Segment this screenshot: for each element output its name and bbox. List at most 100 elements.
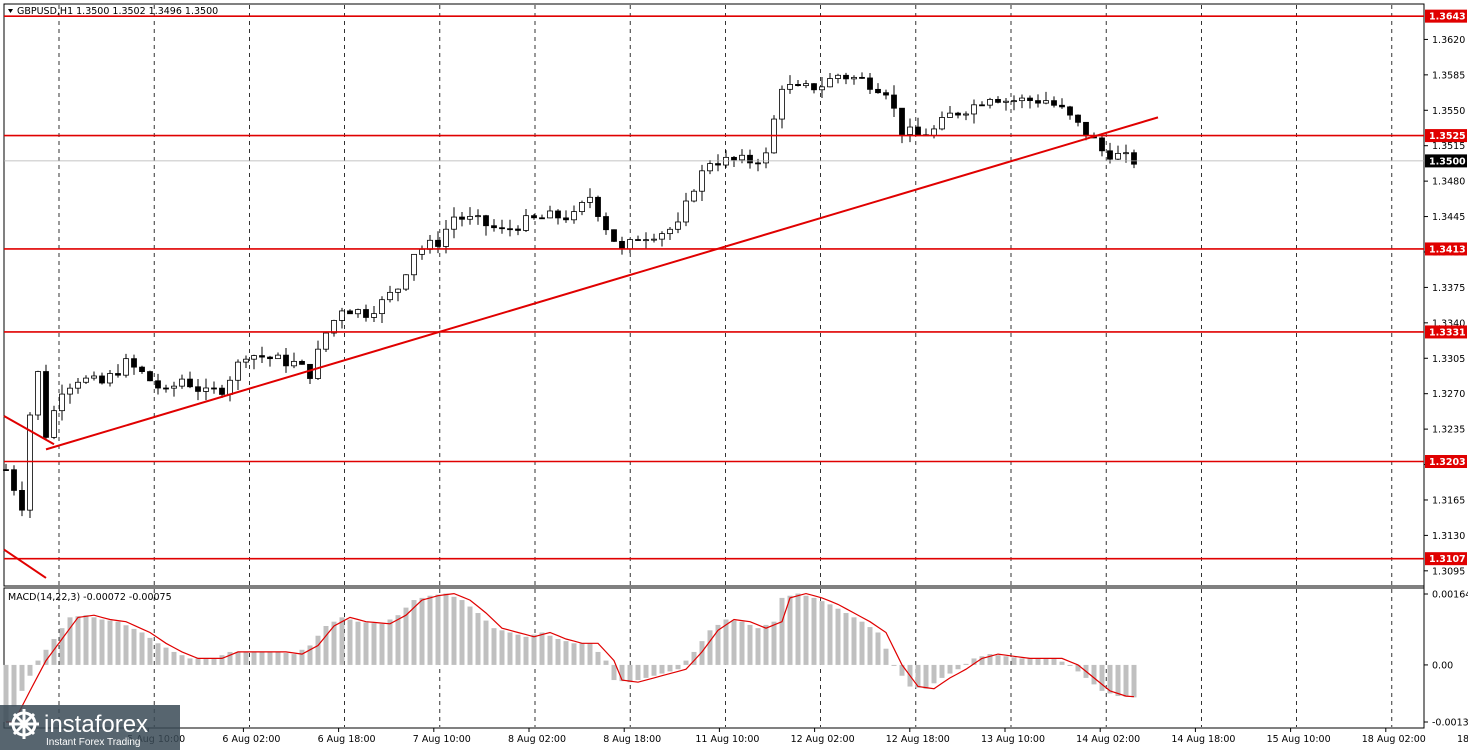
candle-body [467,216,473,220]
macd-bar [1099,664,1105,691]
candle-body [67,387,73,395]
macd-bar [843,613,849,665]
macd-bar [555,638,561,665]
macd-bar [323,626,329,665]
candle-body [851,76,857,80]
candle-body [91,375,97,379]
macd-bar [827,604,833,665]
time-label: 8 Aug 02:00 [508,734,566,745]
macd-bar [339,617,345,665]
macd-bar [683,660,689,665]
candle-body [235,361,241,381]
macd-bar [467,606,473,665]
candle-body [395,288,401,293]
macd-bar [715,624,721,665]
time-label: 7 Aug 10:00 [413,734,471,745]
candle-body [947,112,953,118]
current-price-badge [1425,154,1467,168]
candle-body [411,253,417,276]
candle-body [611,229,617,242]
macd-bar [979,656,985,665]
macd-bar [91,617,97,665]
candle-body [123,358,129,376]
macd-bar [3,664,9,722]
macd-bar [651,664,657,676]
trendline[interactable] [3,116,1159,579]
price-tick-label: 1.3445 [1432,212,1465,223]
candle-body [563,217,569,221]
candle-body [651,238,657,241]
candle-body [131,358,137,368]
time-label: 6 Aug 02:00 [222,734,280,745]
candle-body [547,210,553,219]
candle-body [171,385,177,389]
candle-body [139,366,145,372]
candle-body [603,216,609,231]
macd-bar [1003,656,1009,665]
candle-body [795,84,801,87]
candle-body [859,76,865,79]
candle-body [507,228,513,231]
macd-bar [483,620,489,665]
candle-body [915,126,921,136]
candle-body [691,190,697,202]
level-badge [1425,455,1467,469]
candle-body [275,354,281,360]
macd-bar [667,664,673,672]
macd-bar [307,645,313,665]
macd-bar [739,621,745,665]
macd-bar [11,664,17,707]
macd-bar [1123,664,1129,697]
candle-body [867,77,873,90]
candle-body [291,360,297,367]
macd-bar [227,651,233,665]
macd-bar [867,627,873,665]
candle-body [347,310,353,315]
candle-body [939,117,945,130]
candle-body [1011,100,1017,103]
horizontal-levels[interactable] [4,15,1424,560]
candle-body [531,215,537,219]
candle-body [1123,152,1129,155]
macd-bar [955,664,961,670]
macd-bar [859,621,865,665]
macd-bar [851,617,857,665]
macd-bar [403,607,409,665]
macd-bar [795,593,801,665]
candle-body [35,371,41,416]
candle-body [491,225,497,229]
dropdown-triangle-icon[interactable] [8,9,13,13]
macd-bar [251,651,257,665]
candle-body [251,355,257,360]
candle-body [731,156,737,161]
macd-bar [59,628,65,665]
trendline-segment [3,548,47,579]
macd-bar [355,621,361,665]
candle-body [371,313,377,318]
price-tick-label: 1.3340 [1432,318,1465,329]
macd-bar [1043,658,1049,665]
macd-histogram [3,593,1137,722]
time-label: 14 Aug 02:00 [1076,734,1140,745]
candle-body [1051,100,1057,106]
candle-body [107,373,113,384]
main-panel-frame [3,3,1425,587]
price-tick-label: 1.3620 [1432,35,1465,46]
price-tick-label: 1.3270 [1432,389,1465,400]
macd-bar [131,628,137,665]
candle-body [299,360,305,365]
candle-body [51,410,57,438]
level-badge [1425,552,1467,566]
macd-bar [579,643,585,665]
macd-bar [531,634,537,665]
macd-bar [427,595,433,665]
candle-body [827,78,833,88]
candle-body [499,227,505,230]
candle-body [843,74,849,80]
candle-body [715,163,721,166]
macd-bar [379,623,385,665]
macd-bar [363,622,369,665]
macd-bar [435,594,441,665]
current-price-label: 1.3500 [1429,156,1466,167]
